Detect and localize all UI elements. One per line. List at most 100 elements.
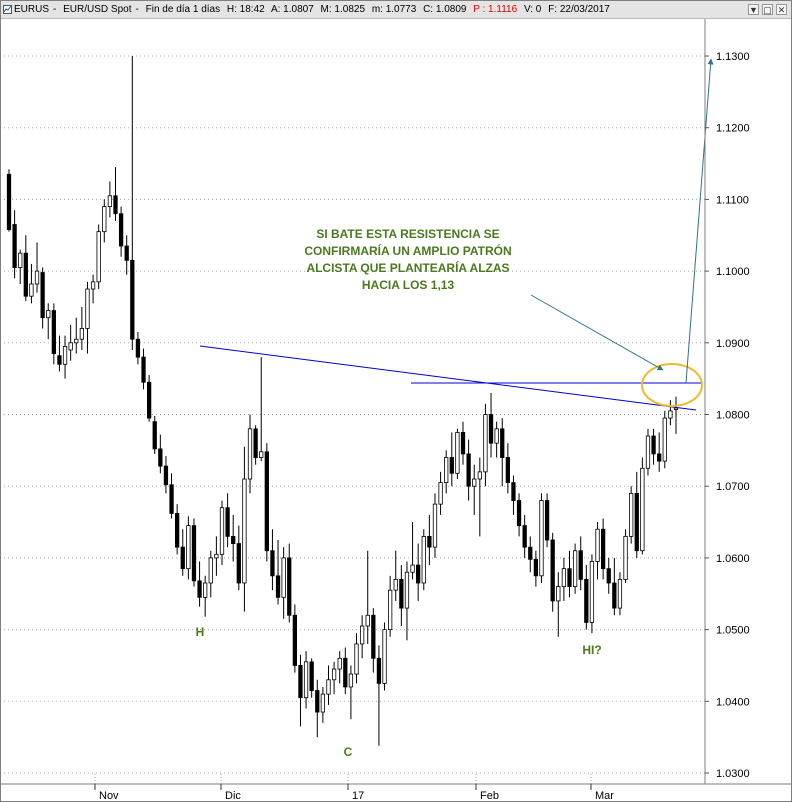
candle [264,443,269,562]
candle-body-down [12,224,17,268]
candle-body-up [589,561,595,623]
candle-body-up [662,417,667,462]
candle [438,471,443,515]
price-chart[interactable]: SI BATE ESTA RESISTENCIA SE CONFIRMARÍA … [1,19,791,801]
title-info: EURUS - EUR/USD Spot - Fin de día 1 días H… [14,4,610,15]
candle-body-up [455,432,460,474]
x-tick-label: Feb [480,790,499,801]
candle-body-down [57,355,62,365]
y-tick-label: 1.0500 [716,625,750,637]
candle-body-down [180,546,185,570]
candle-body-up [348,673,354,688]
cursor-price-readout: P : 1.1116 [473,4,518,15]
candle-body-down [376,657,382,684]
note-line-4: HACIA LOS 1,13 [362,278,455,292]
candle-body-down [135,338,141,358]
y-tick-label: 1.1200 [716,123,750,135]
candle-body-up [107,195,113,207]
candle-body-up [85,288,90,329]
candle-body-down [522,525,527,548]
candle [533,550,539,587]
candle [584,565,589,630]
candle [393,550,398,601]
note-line-1: SI BATE ESTA RESISTENCIA SE [316,227,499,241]
candle [572,543,578,594]
time-readout: H: 18:42 [226,4,265,15]
candle [662,410,667,469]
candle [539,493,544,583]
candle [231,514,236,562]
candle [488,392,494,458]
candle [118,206,124,257]
y-tick-label: 1.1300 [716,51,750,63]
candle [163,456,169,494]
breakout-highlight-ellipse [641,363,703,407]
candle-body-up [29,283,34,297]
label-h: H [196,625,205,639]
candle-body-up [46,310,51,319]
candle-body-up [623,535,628,580]
candle-body-down [516,500,522,527]
candle-body-down [225,507,230,537]
candle-body-up [494,428,499,444]
candle [623,529,628,583]
candle [12,210,17,279]
label-c: C [344,745,353,759]
y-tick-label: 1.0700 [716,481,750,493]
candle-body-up [595,528,600,562]
candle-body-down [130,259,135,340]
target-arrow [685,58,714,384]
candle-body-up [444,457,449,484]
maximize-button[interactable]: ▢ [762,4,773,15]
note-line-3: ALCISTA QUE PLANTEARÍA ALZAS [306,260,509,275]
candle [472,464,477,515]
candle-body-down [253,428,258,458]
candle [169,473,174,519]
candle [399,565,404,627]
candle [303,651,309,709]
candle [449,432,454,487]
candle-body-down [298,665,303,699]
open-readout: A: 1.0807 [270,4,314,15]
candle-body-down [158,448,163,467]
candle-body-down [287,557,292,616]
y-tick-label: 1.0800 [716,410,750,422]
candle [673,396,679,434]
close-button[interactable]: ✕ [776,4,787,15]
candle-body-down [505,457,510,484]
candle-body-down [427,535,432,548]
candle [432,493,438,558]
candle [348,665,354,720]
candle-body-up [483,414,488,473]
candle [242,446,247,612]
drawing-overlays: SI BATE ESTA RESISTENCIA SE CONFIRMARÍA … [196,58,714,759]
candle-body-up [90,281,96,290]
y-tick-label: 1.0300 [716,768,750,780]
candle [455,428,460,480]
candle-body-down [500,428,505,458]
candle [550,532,555,612]
candle [152,415,157,454]
symbol-label: EURUS [14,4,50,15]
candle-body-up [303,661,309,699]
candle-body-down [23,252,28,297]
candle-body-down [612,582,617,609]
candle [281,547,286,619]
candle-body-up [382,629,387,684]
candle [466,439,471,501]
candle [23,235,28,302]
note-line-2: CONFIRMARÍA UN AMPLIO PATRÓN [304,243,511,258]
candle [388,575,393,637]
dropdown-button[interactable]: ▼ [748,4,759,15]
candle-body-down [141,356,146,383]
candle [640,457,645,555]
candle [567,550,572,598]
candle [130,56,135,350]
candle-body-down [118,213,124,247]
candle-body-up [388,589,393,630]
candle [416,543,421,601]
candle [74,317,79,354]
candle [444,450,449,494]
candle [365,550,370,644]
